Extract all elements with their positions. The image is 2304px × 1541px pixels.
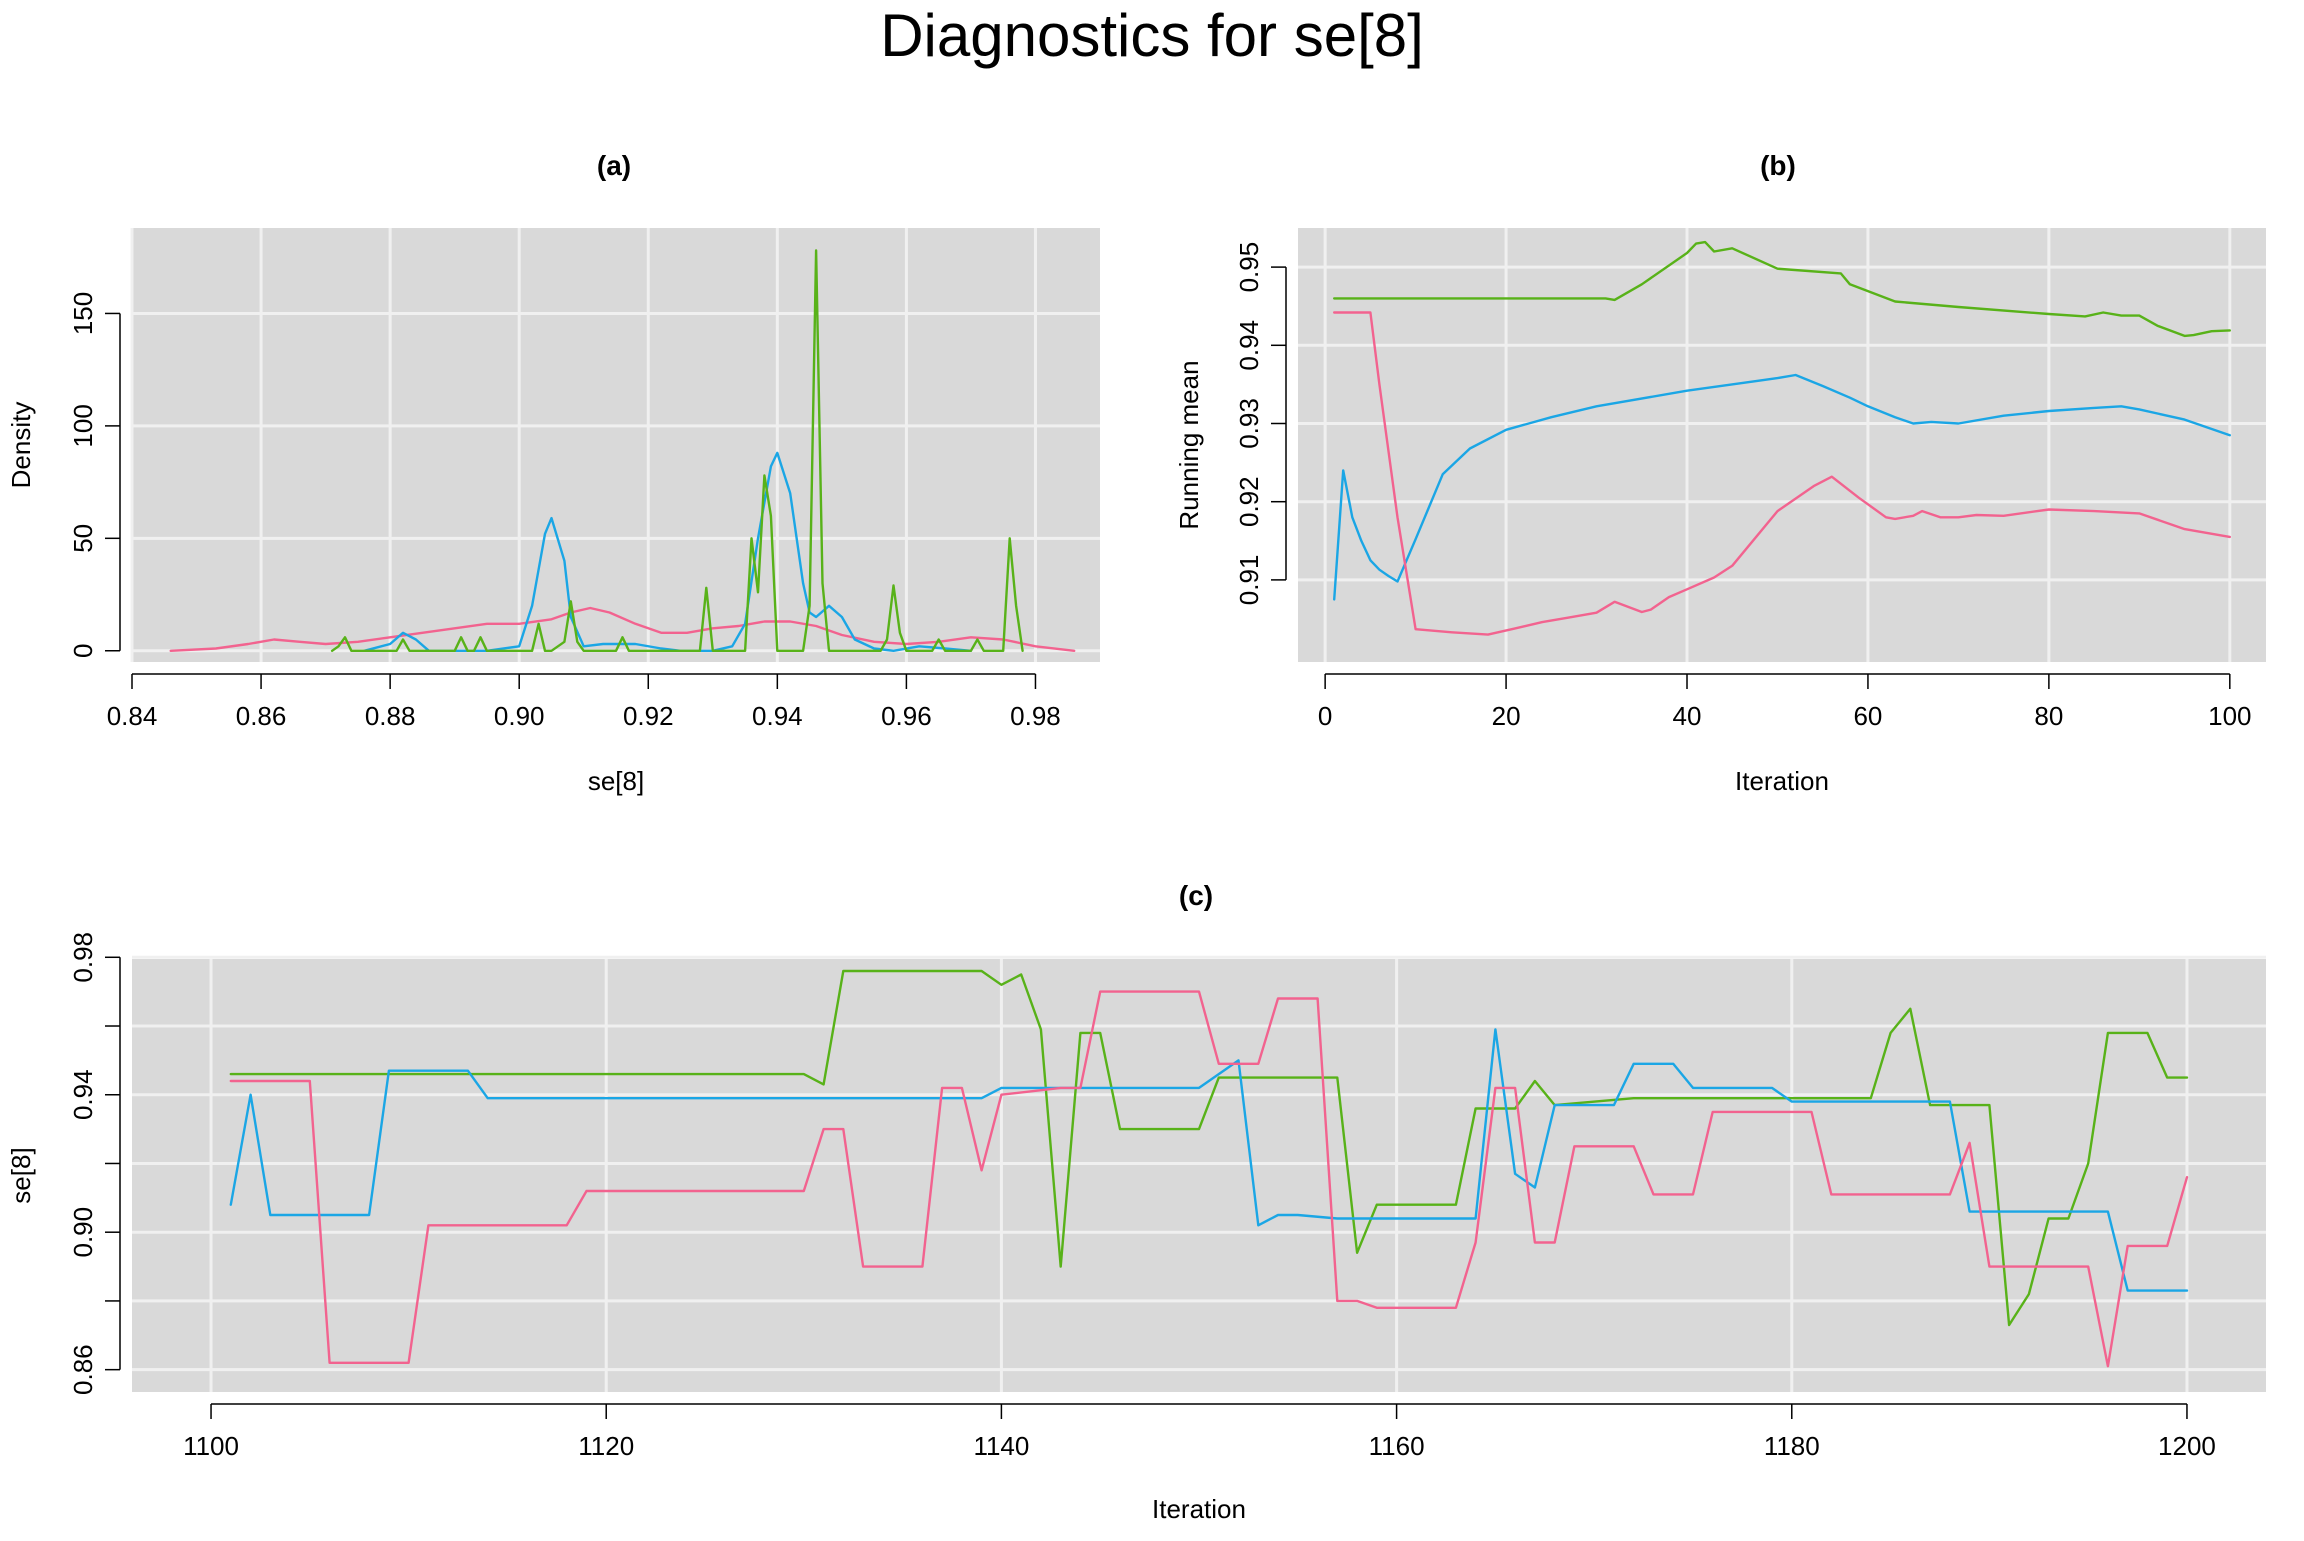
density-panel: 0.84 0.86 0.88 0.90 0.92 0.94 0.96 0.98 0 50 100 15…	[6, 228, 1100, 796]
y-tick-label: 0	[68, 644, 98, 658]
y-tick-label: 0.95	[1234, 242, 1264, 293]
x-tick-label: 0.88	[365, 701, 416, 731]
y-axis-title: se[8]	[6, 1147, 36, 1203]
y-tick-label: 0.94	[68, 1069, 98, 1120]
y-tick-label: 50	[68, 524, 98, 553]
x-tick-label: 100	[2208, 701, 2251, 731]
x-tick-label: 0.84	[107, 701, 158, 731]
panel-c-title: (c)	[1179, 880, 1213, 911]
running-mean-panel: 0 20 40 60 80 100 0.91 0.92 0.93 0.94 0.95 Iteratio…	[1174, 228, 2266, 796]
series-line-1	[169, 606, 1076, 652]
y-axis-title: Running mean	[1174, 360, 1204, 529]
trace-panel: 1100 1120 1140 1160 1180 1200 0.86 0.90 0.94 0.98…	[6, 932, 2266, 1524]
x-axis-title: Iteration	[1735, 766, 1829, 796]
x-axis-title: Iteration	[1152, 1494, 1246, 1524]
x-tick-label: 0.98	[1010, 701, 1061, 731]
y-tick-label: 0.93	[1234, 398, 1264, 449]
series-line-2	[229, 1028, 2189, 1292]
series-line-3	[330, 249, 1024, 652]
plot-background	[132, 228, 1100, 662]
x-tick-label: 0	[1318, 701, 1332, 731]
x-tick-label: 0.96	[881, 701, 932, 731]
series-line-1	[1332, 240, 2232, 338]
x-tick-label: 80	[2034, 701, 2063, 731]
x-tick-label: 0.94	[752, 701, 803, 731]
series-line-1	[229, 969, 2189, 1327]
x-tick-label: 1180	[1764, 1431, 1820, 1461]
x-axis-title: se[8]	[588, 766, 644, 796]
y-tick-label: 0.98	[68, 932, 98, 983]
x-tick-label: 40	[1673, 701, 1702, 731]
x-tick-label: 60	[1853, 701, 1882, 731]
x-tick-label: 1100	[183, 1431, 239, 1461]
y-tick-label: 0.86	[68, 1344, 98, 1395]
panel-a-title: (a)	[597, 150, 631, 181]
series-line-3	[229, 990, 2189, 1368]
y-axis-title: Density	[6, 402, 36, 489]
series-line-2	[1332, 373, 2232, 601]
y-tick-label: 100	[68, 404, 98, 447]
y-tick-label: 150	[68, 292, 98, 335]
x-tick-label: 1160	[1369, 1431, 1425, 1461]
series-line-3	[1332, 311, 2232, 636]
y-tick-label: 0.90	[68, 1207, 98, 1258]
x-tick-label: 20	[1492, 701, 1521, 731]
plot-background	[132, 959, 2266, 1392]
panel-b-title: (b)	[1760, 150, 1796, 181]
y-tick-label: 0.91	[1234, 555, 1264, 606]
x-tick-label: 0.86	[236, 701, 287, 731]
x-tick-label: 1200	[2158, 1431, 2216, 1461]
y-tick-label: 0.92	[1234, 476, 1264, 527]
x-tick-label: 1120	[578, 1431, 634, 1461]
figure-title: Diagnostics for se[8]	[880, 2, 1424, 69]
plot-background	[1298, 228, 2266, 662]
x-tick-label: 1140	[973, 1431, 1029, 1461]
x-tick-label: 0.90	[494, 701, 545, 731]
x-tick-label: 0.92	[623, 701, 674, 731]
y-tick-label: 0.94	[1234, 320, 1264, 371]
